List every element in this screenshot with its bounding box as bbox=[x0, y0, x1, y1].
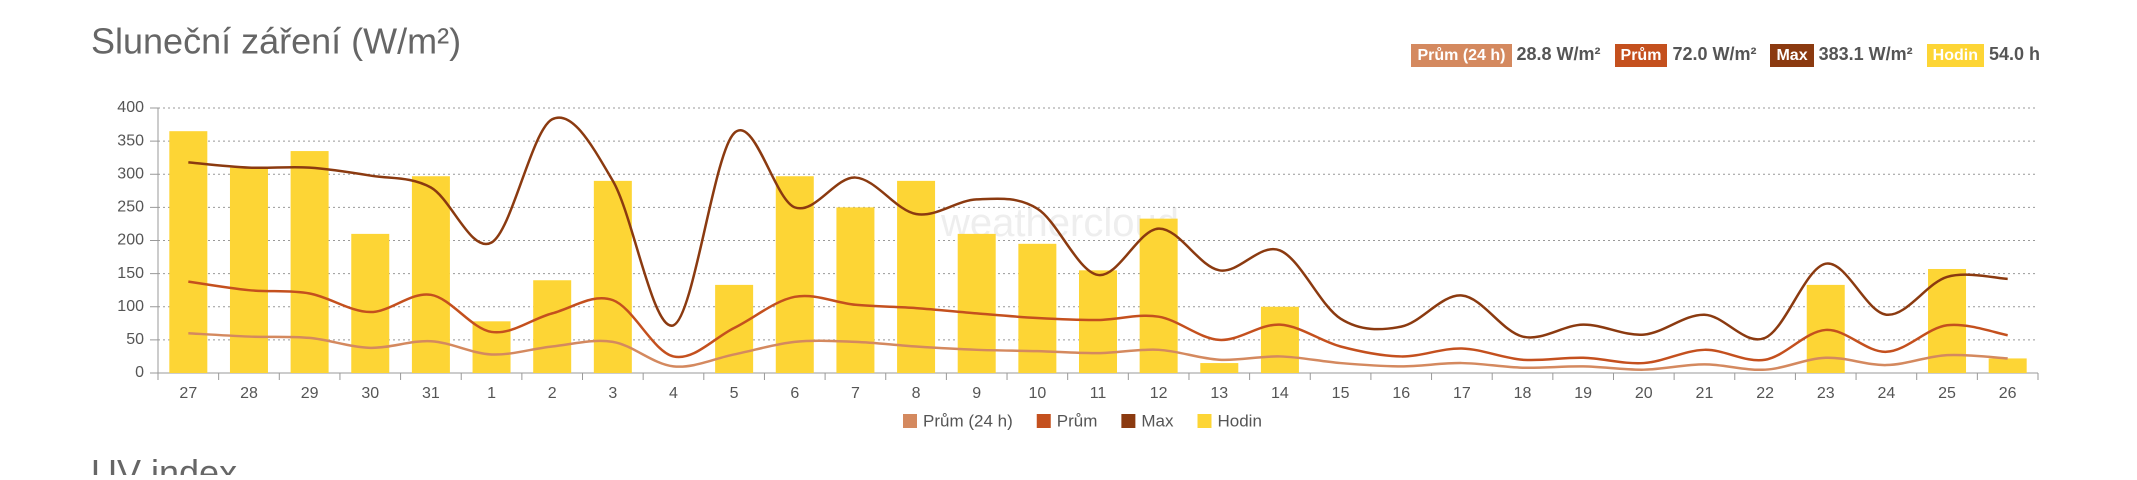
y-tick-label: 300 bbox=[117, 165, 144, 182]
x-tick-label: 15 bbox=[1332, 385, 1350, 402]
x-tick-label: 22 bbox=[1756, 385, 1774, 402]
y-tick-label: 150 bbox=[117, 265, 144, 282]
y-tick-label: 0 bbox=[135, 364, 144, 381]
x-tick-label: 19 bbox=[1574, 385, 1592, 402]
summary-item: Prům (24 h) 28.8 W/m² bbox=[1411, 44, 1601, 67]
y-tick-label: 350 bbox=[117, 132, 144, 149]
x-tick-label: 16 bbox=[1392, 385, 1410, 402]
x-tick-label: 25 bbox=[1938, 385, 1956, 402]
bar bbox=[1079, 270, 1117, 373]
y-tick-label: 100 bbox=[117, 298, 144, 315]
x-tick-label: 18 bbox=[1514, 385, 1532, 402]
x-tick-label: 3 bbox=[608, 385, 617, 402]
x-tick-label: 30 bbox=[361, 385, 379, 402]
x-tick-label: 1 bbox=[487, 385, 496, 402]
bar bbox=[1260, 306, 1299, 373]
legend-label: Hodin bbox=[1218, 411, 1262, 430]
bar bbox=[836, 207, 875, 373]
bar bbox=[472, 321, 511, 373]
x-tick-label: 8 bbox=[912, 385, 921, 402]
badge-value: 72.0 W/m² bbox=[1672, 44, 1757, 64]
summary-item: Hodin 54.0 h bbox=[1926, 44, 2040, 67]
summary-badges: Prům (24 h) 28.8 W/m² Prům 72.0 W/m² Max 383.… bbox=[1411, 44, 2040, 67]
x-tick-label: 10 bbox=[1028, 385, 1046, 402]
x-tick-label: 13 bbox=[1210, 385, 1228, 402]
badge-value: 54.0 h bbox=[1988, 44, 2040, 64]
bar bbox=[533, 280, 572, 373]
x-tick-label: 26 bbox=[1999, 385, 2017, 402]
x-tick-label: 4 bbox=[669, 385, 678, 402]
legend-item: Hodin bbox=[1197, 411, 1262, 430]
badge-label: Max bbox=[1770, 44, 1814, 67]
legend-label: Prům bbox=[1057, 411, 1098, 430]
x-tick-label: 17 bbox=[1453, 385, 1471, 402]
badge-value: 383.1 W/m² bbox=[1818, 44, 1913, 64]
x-tick-label: 28 bbox=[240, 385, 258, 402]
x-tick-label: 12 bbox=[1150, 385, 1168, 402]
legend-swatch bbox=[1121, 414, 1136, 428]
bar bbox=[1018, 243, 1057, 373]
y-tick-label: 50 bbox=[126, 331, 144, 348]
legend-item: Max bbox=[1121, 411, 1174, 430]
legend-label: Max bbox=[1141, 411, 1174, 430]
next-section-title: UV index bbox=[91, 452, 237, 475]
legend-label: Prům (24 h) bbox=[923, 411, 1013, 430]
x-tick-label: 23 bbox=[1817, 385, 1835, 402]
badge-label: Hodin bbox=[1926, 44, 1984, 67]
x-tick-label: 29 bbox=[301, 385, 319, 402]
chart-title: Sluneční záření (W/m²) bbox=[91, 21, 461, 62]
bar bbox=[1988, 358, 2027, 373]
legend-swatch bbox=[1036, 414, 1051, 428]
legend-swatch bbox=[903, 414, 917, 428]
legend-item: Prům bbox=[1036, 411, 1098, 430]
bar bbox=[1200, 363, 1239, 373]
y-tick-label: 400 bbox=[117, 99, 144, 116]
x-tick-label: 24 bbox=[1877, 385, 1895, 402]
summary-item: Prům 72.0 W/m² bbox=[1614, 44, 1757, 67]
line bbox=[188, 116, 2008, 341]
x-tick-label: 21 bbox=[1696, 385, 1714, 402]
x-tick-label: 5 bbox=[730, 385, 739, 402]
y-tick-label: 250 bbox=[117, 199, 144, 216]
x-tick-label: 31 bbox=[422, 385, 440, 402]
bar bbox=[351, 233, 390, 373]
summary-item: Max 383.1 W/m² bbox=[1770, 44, 1913, 67]
bar bbox=[957, 233, 996, 373]
x-tick-label: 11 bbox=[1090, 385, 1107, 402]
badge-label: Prům bbox=[1614, 44, 1668, 67]
bar bbox=[897, 180, 936, 373]
x-tick-label: 27 bbox=[179, 385, 197, 402]
line bbox=[188, 280, 2008, 365]
x-tick-label: 2 bbox=[548, 385, 557, 402]
bar bbox=[169, 131, 208, 373]
legend-swatch bbox=[1197, 414, 1212, 428]
badge-label: Prům (24 h) bbox=[1411, 44, 1512, 67]
x-tick-label: 20 bbox=[1635, 385, 1653, 402]
x-tick-label: 7 bbox=[851, 385, 860, 402]
bar bbox=[1139, 218, 1178, 373]
x-tick-label: 9 bbox=[972, 385, 981, 402]
y-tick-label: 200 bbox=[117, 232, 144, 249]
x-tick-label: 6 bbox=[790, 385, 799, 402]
bar bbox=[229, 167, 268, 373]
badge-value: 28.8 W/m² bbox=[1516, 44, 1601, 64]
legend-item: Prům (24 h) bbox=[903, 411, 1013, 430]
x-tick-label: 14 bbox=[1271, 385, 1289, 402]
line bbox=[188, 332, 2008, 372]
